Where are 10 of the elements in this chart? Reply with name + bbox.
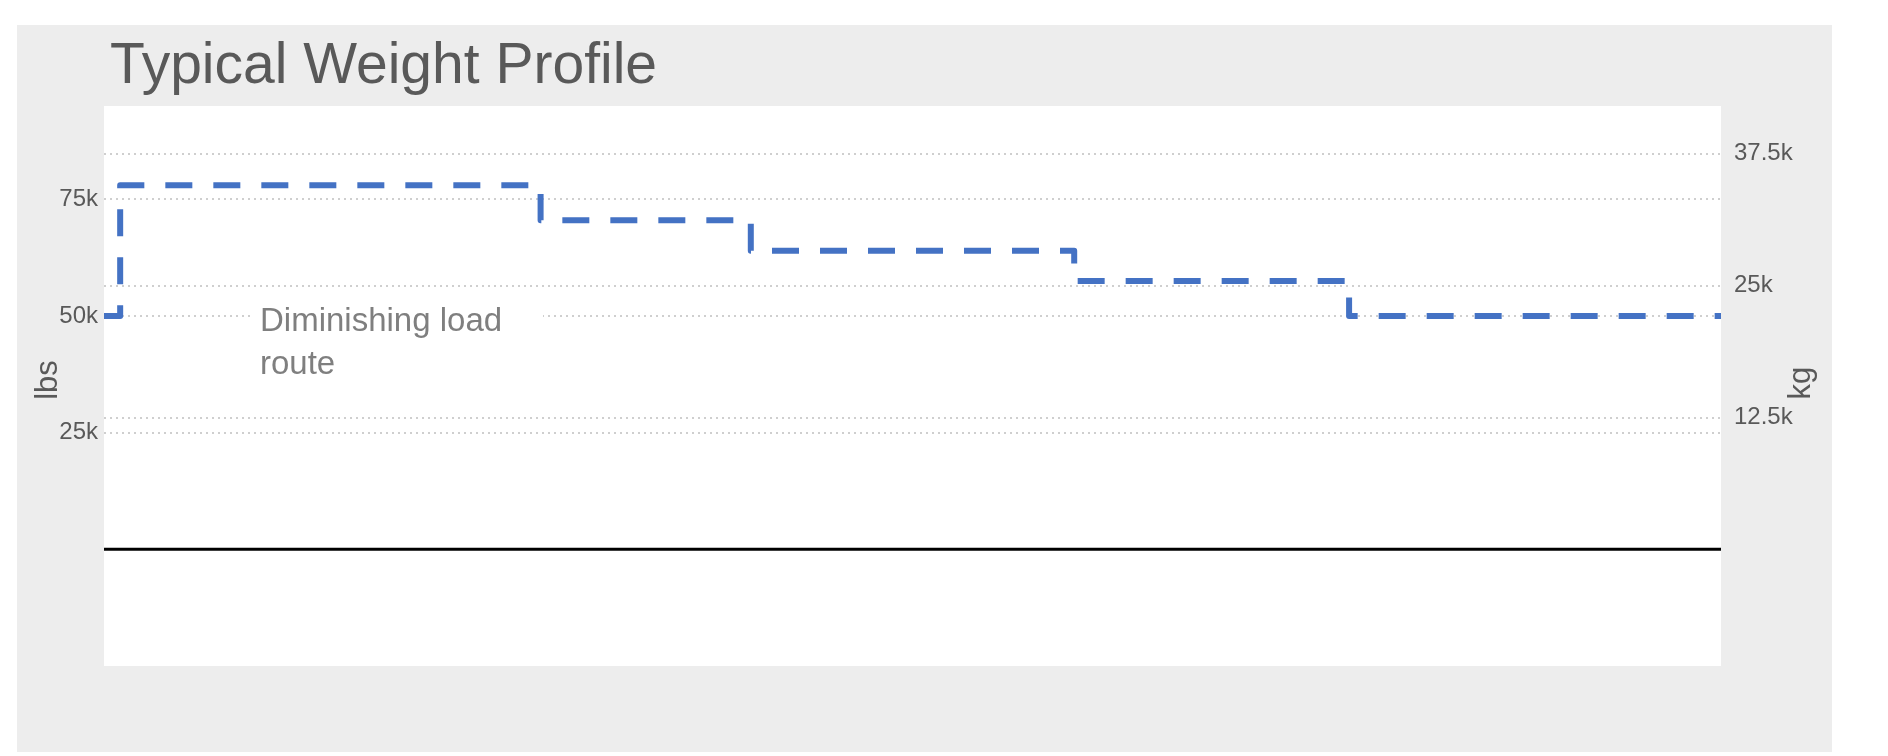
- y-tick-label: 75k: [59, 183, 99, 211]
- chart-title: Typical Weight Profile: [110, 31, 658, 95]
- y2-tick-label: 12.5k: [1734, 402, 1794, 430]
- y2-axis-title: kg: [1782, 366, 1817, 400]
- y-tick-label: 25k: [59, 417, 99, 445]
- y-tick-label: 50k: [59, 300, 99, 328]
- y-axis-title: lbs: [29, 360, 64, 400]
- y2-tick-label: 25k: [1734, 270, 1774, 298]
- annotation: Diminishing load route: [260, 301, 503, 381]
- y2-tick-label: 37.5k: [1734, 138, 1794, 166]
